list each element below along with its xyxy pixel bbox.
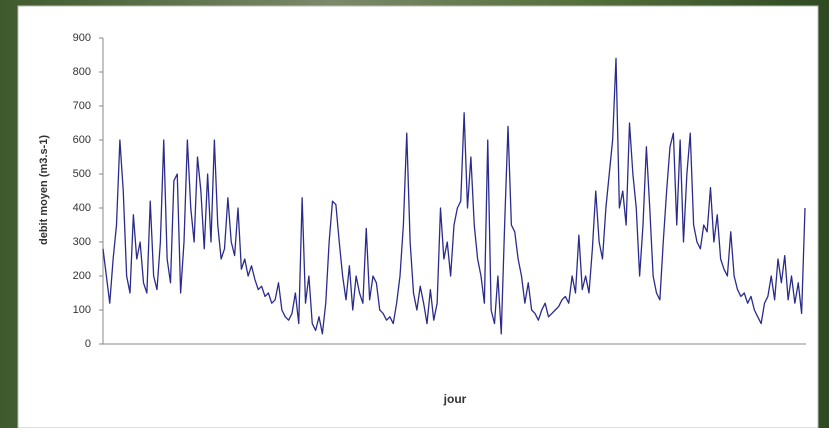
y-tick-label: 300 — [73, 236, 91, 248]
y-axis-label: debit moyen (m3.s-1) — [38, 135, 50, 245]
x-axis-label: jour — [443, 392, 467, 406]
y-tick-label: 600 — [73, 134, 91, 146]
y-tick-label: 700 — [73, 100, 91, 112]
y-tick-label: 900 — [73, 32, 91, 44]
y-tick-label: 800 — [73, 66, 91, 78]
y-tick-label: 500 — [73, 168, 91, 180]
y-tick-label: 100 — [73, 304, 91, 316]
data-line — [102, 57, 806, 335]
y-tick-label: 200 — [73, 270, 91, 282]
y-tick-label: 0 — [85, 338, 91, 350]
chart-panel — [17, 5, 819, 428]
y-tick-label: 400 — [73, 202, 91, 214]
